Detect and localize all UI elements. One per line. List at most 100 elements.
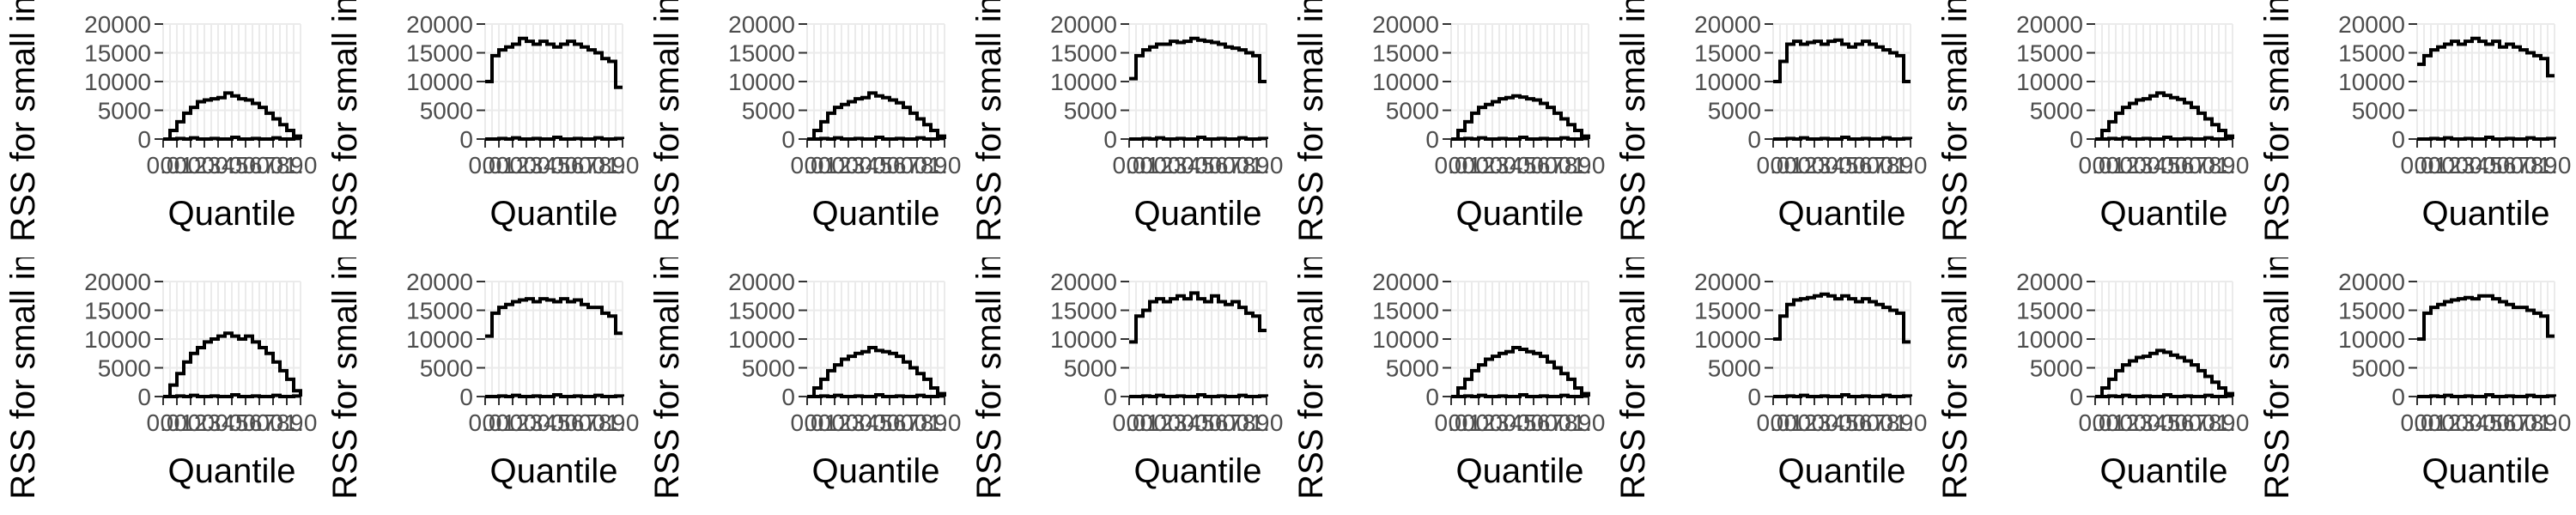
x-tick-label: 0.6 (873, 152, 907, 179)
y-tick-label: 10000 (728, 326, 795, 353)
x-tick-label: 1.0 (1572, 409, 1606, 436)
x-tick-label: 0.0 (1113, 409, 1146, 436)
series-line (2417, 135, 2556, 141)
y-axis-title: RSS for small inserts (4, 258, 42, 500)
x-tick-label: 1.0 (606, 152, 640, 179)
x-tick-label: 0.1 (2093, 152, 2126, 179)
series-line (2095, 392, 2234, 398)
x-tick-label: 0.3 (1154, 152, 1188, 179)
series-line (485, 392, 624, 398)
x-tick-label: 0.3 (510, 409, 544, 436)
x-tick-label: 1.0 (284, 409, 318, 436)
x-tick-label: 1.0 (928, 409, 962, 436)
x-tick-label: 0.9 (2202, 409, 2236, 436)
y-tick-label: 5000 (1064, 98, 1117, 124)
x-tick-label: 0.2 (1784, 152, 1818, 179)
x-tick-label: 0.4 (846, 152, 879, 179)
x-tick-label: 0.8 (1223, 152, 1256, 179)
x-tick-label: 0.8 (2511, 152, 2544, 179)
x-tick-label: 0.0 (469, 409, 502, 436)
x-tick-label: 0.3 (188, 409, 222, 436)
x-tick-label: 0.9 (1236, 152, 1270, 179)
x-tick-label: 0.9 (2524, 409, 2558, 436)
y-tick-label: 20000 (2016, 269, 2083, 295)
chart-svg: 050001000015000200000.00.10.20.30.40.50.… (1292, 258, 1606, 500)
x-tick-label: 1.0 (1250, 409, 1284, 436)
x-tick-label: 0.7 (1531, 409, 1564, 436)
x-tick-label: 0.6 (229, 152, 263, 179)
x-tick-label: 1.0 (284, 152, 318, 179)
chart-svg: 050001000015000200000.00.10.20.30.40.50.… (326, 258, 639, 500)
x-tick-label: 0.2 (2106, 152, 2140, 179)
y-tick-label: 10000 (406, 69, 473, 95)
x-tick-label: 0.4 (1812, 409, 1845, 436)
x-tick-label: 0.1 (483, 152, 516, 179)
x-tick-label: 0.2 (1784, 409, 1818, 436)
x-tick-label: 0.4 (524, 152, 557, 179)
x-tick-label: 0.0 (2079, 152, 2112, 179)
y-tick-label: 5000 (1708, 98, 1761, 124)
x-tick-label: 0.2 (818, 152, 852, 179)
x-tick-label: 0.2 (2106, 409, 2140, 436)
x-tick-label: 0.8 (1545, 152, 1578, 179)
x-tick-label: 0.9 (1880, 152, 1914, 179)
x-tick-label: 0.2 (174, 409, 208, 436)
y-tick-label: 20000 (406, 11, 473, 38)
x-tick-label: 0.8 (579, 152, 612, 179)
series-line (1129, 392, 1268, 398)
y-tick-label: 5000 (2352, 355, 2405, 382)
x-tick-label: 0.2 (2428, 152, 2462, 179)
y-tick-label: 0 (2069, 126, 2083, 153)
chart-panel: 0 5000 10000 15000 20000 0.0 0.1 0.2 0.3 0.4 0.5 0.… (322, 258, 644, 515)
x-tick-label: 0.3 (1154, 409, 1188, 436)
x-tick-label: 0.7 (1853, 152, 1886, 179)
series-line (1129, 291, 1267, 344)
y-tick-label: 0 (1103, 384, 1117, 410)
y-tick-label: 5000 (742, 98, 795, 124)
x-tick-label: 0.4 (202, 152, 235, 179)
x-tick-label: 0.4 (1168, 152, 1201, 179)
y-tick-label: 15000 (2338, 40, 2405, 67)
x-tick-label: 0.0 (469, 152, 502, 179)
x-tick-label: 0.0 (1757, 409, 1790, 436)
x-tick-label: 0.7 (243, 409, 276, 436)
x-tick-label: 0.4 (1168, 409, 1201, 436)
y-tick-label: 20000 (2338, 11, 2405, 38)
chart-panel: 0 5000 10000 15000 20000 0.0 0.1 0.2 0.3 0.4 0.5 0.… (1932, 0, 2254, 258)
y-tick-label: 0 (459, 384, 473, 410)
x-tick-label: 0.8 (2189, 409, 2222, 436)
x-tick-label: 0.0 (1757, 152, 1790, 179)
y-tick-label: 5000 (2030, 355, 2083, 382)
chart-svg: 050001000015000200000.00.10.20.30.40.50.… (1614, 258, 1927, 500)
x-tick-label: 0.4 (2134, 152, 2167, 179)
x-tick-label: 0.0 (1435, 409, 1468, 436)
x-tick-label: 0.6 (2161, 409, 2195, 436)
x-tick-label: 0.6 (2483, 409, 2517, 436)
x-axis-title: Quantile (1456, 195, 1584, 233)
chart-svg: 050001000015000200000.00.10.20.30.40.50.… (2258, 258, 2571, 500)
chart-svg: 050001000015000200000.00.10.20.30.40.50.… (4, 258, 318, 500)
y-tick-label: 0 (2391, 126, 2405, 153)
chart-svg: 050001000015000200000.00.10.20.30.40.50.… (970, 0, 1283, 242)
x-tick-label: 0.2 (1462, 409, 1496, 436)
y-tick-label: 0 (2391, 384, 2405, 410)
x-tick-label: 0.3 (832, 409, 866, 436)
x-tick-label: 0.1 (805, 152, 838, 179)
x-tick-label: 0.7 (2175, 409, 2208, 436)
y-axis-title: RSS for small inserts (1614, 258, 1652, 500)
x-axis-title: Quantile (2100, 452, 2228, 490)
y-tick-label: 5000 (420, 355, 473, 382)
y-tick-label: 5000 (420, 98, 473, 124)
x-tick-label: 0.9 (914, 409, 948, 436)
y-tick-label: 0 (1747, 126, 1761, 153)
x-tick-label: 0.1 (1771, 152, 1804, 179)
x-tick-label: 0.6 (873, 409, 907, 436)
y-tick-label: 10000 (2338, 326, 2405, 353)
x-tick-label: 0.5 (2470, 152, 2503, 179)
series-line (1451, 135, 1590, 141)
x-tick-label: 0.3 (1798, 152, 1832, 179)
series-line (1773, 38, 1911, 83)
chart-svg: 050001000015000200000.00.10.20.30.40.50.… (1292, 0, 1605, 242)
chart-panel: 0 5000 10000 15000 20000 0.0 0.1 0.2 0.3 0.4 0.5 0.… (1932, 258, 2254, 515)
